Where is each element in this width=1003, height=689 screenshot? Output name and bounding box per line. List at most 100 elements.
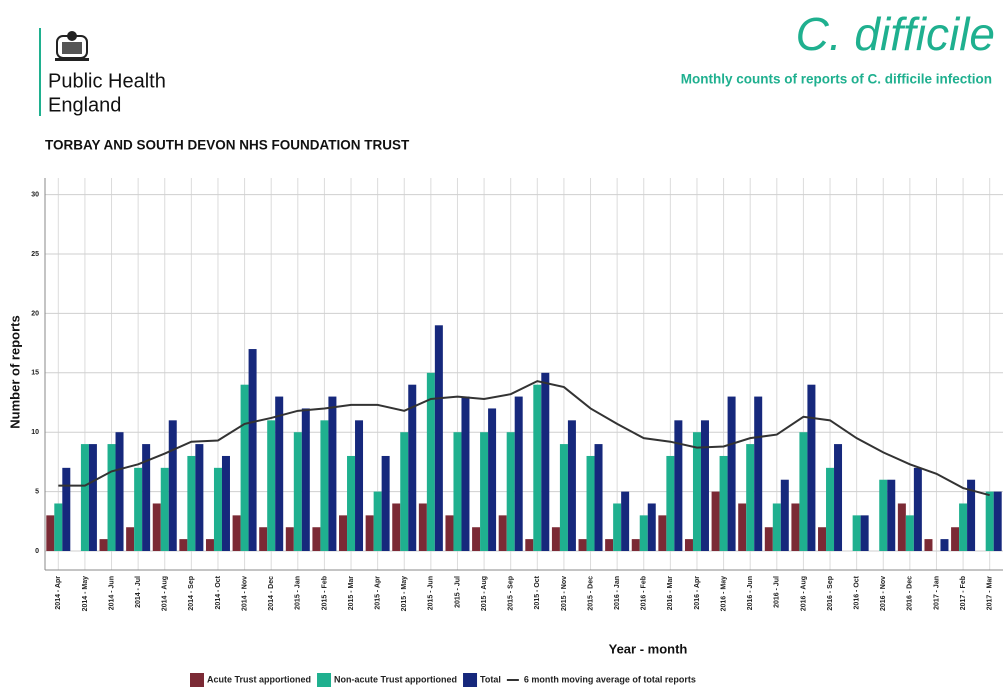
- x-tick-label: 2014 - Aug: [162, 576, 169, 611]
- bar: [951, 527, 960, 551]
- x-tick-label: 2016 - Jul: [774, 576, 781, 608]
- bar: [293, 432, 302, 551]
- x-tick-label: 2014 - Apr: [55, 576, 62, 610]
- bar: [738, 503, 747, 551]
- bar: [472, 527, 481, 551]
- bar: [551, 527, 560, 551]
- legend-swatch: [317, 673, 332, 687]
- bar: [525, 539, 534, 551]
- bar: [959, 503, 968, 551]
- bar: [807, 384, 816, 551]
- y-tick-label: 5: [35, 488, 39, 495]
- x-tick-label: 2015 - May: [401, 576, 408, 612]
- bar: [727, 396, 736, 551]
- x-tick-label: 2015 - Nov: [561, 576, 568, 611]
- x-tick-label: 2016 - Sep: [827, 576, 834, 611]
- bar: [967, 479, 976, 551]
- x-tick-label: 2014 - Jun: [108, 576, 115, 610]
- bar: [506, 432, 515, 551]
- legend-label: Acute Trust apportioned: [207, 674, 311, 684]
- bar: [408, 384, 417, 551]
- x-tick-label: 2016 - Nov: [880, 576, 887, 611]
- bar: [301, 408, 310, 551]
- bar: [312, 527, 321, 551]
- bar: [985, 491, 994, 551]
- bar: [533, 384, 542, 551]
- x-tick-label: 2017 - Feb: [960, 576, 967, 610]
- bar: [453, 432, 462, 551]
- bar: [240, 384, 249, 551]
- legend-label: 6 month moving average of total reports: [524, 674, 696, 684]
- bar: [852, 515, 861, 551]
- bar: [195, 444, 204, 551]
- x-tick-label: 2016 - May: [720, 576, 727, 612]
- x-tick-label: 2015 - Sep: [508, 576, 515, 611]
- x-tick-label: 2015 - Mar: [348, 576, 355, 611]
- y-tick-label: 15: [31, 370, 39, 377]
- bar: [772, 503, 781, 551]
- bar: [834, 444, 843, 551]
- bar: [746, 444, 755, 551]
- chart-title: C. difficile: [796, 8, 995, 60]
- bar: [418, 503, 427, 551]
- bar: [818, 527, 827, 551]
- moving-average-line: [58, 380, 990, 497]
- x-tick-label: 2016 - Dec: [907, 576, 914, 611]
- y-tick-label: 20: [31, 310, 39, 317]
- bar: [339, 515, 348, 551]
- bar: [62, 467, 71, 551]
- x-tick-label: 2015 - Jan: [295, 576, 302, 610]
- x-tick-label: 2014 - Nov: [241, 576, 248, 611]
- plot: [46, 325, 1002, 551]
- y-tick-label: 10: [31, 429, 39, 436]
- bar: [692, 432, 701, 551]
- bar: [754, 396, 763, 551]
- bar: [142, 444, 151, 551]
- x-tick-label: 2016 - Mar: [667, 576, 674, 611]
- x-tick-label: 2017 - Jan: [933, 576, 940, 610]
- x-tick-label: 2015 - Apr: [374, 576, 381, 610]
- bar: [347, 455, 356, 551]
- bar: [674, 420, 683, 551]
- y-tick-label: 30: [31, 191, 39, 198]
- bar: [684, 539, 693, 551]
- legend-swatch: [463, 673, 478, 687]
- legend-label: Non-acute Trust apportioned: [334, 674, 457, 684]
- logo-crest: [55, 31, 89, 61]
- bar: [639, 515, 648, 551]
- bar: [605, 539, 614, 551]
- bar: [160, 467, 169, 551]
- bar: [134, 467, 143, 551]
- x-tick-label: 2014 - Jul: [135, 576, 142, 608]
- bar: [381, 455, 390, 551]
- bar: [631, 539, 640, 551]
- x-tick-label: 2016 - Jun: [747, 576, 754, 610]
- bar: [480, 432, 489, 551]
- bar: [666, 455, 675, 551]
- bar: [107, 444, 116, 551]
- bar: [578, 539, 587, 551]
- x-axis-title: Year - month: [609, 641, 688, 656]
- bar: [355, 420, 364, 551]
- bar: [897, 503, 906, 551]
- bar: [54, 503, 63, 551]
- bar: [445, 515, 454, 551]
- bar: [426, 372, 435, 551]
- bar: [461, 396, 470, 551]
- bar: [88, 444, 97, 551]
- legend-label: Total: [480, 674, 501, 684]
- x-tick-label: 2014 - Dec: [268, 576, 275, 611]
- bar: [267, 420, 276, 551]
- bar: [514, 396, 523, 551]
- bar: [711, 491, 720, 551]
- x-tick-label: 2015 - Jun: [428, 576, 435, 610]
- bar: [887, 479, 896, 551]
- bar: [400, 432, 409, 551]
- bar: [259, 527, 268, 551]
- x-tick-label: 2015 - Feb: [321, 576, 328, 610]
- x-tick-label: 2016 - Apr: [694, 576, 701, 610]
- org-name: England: [48, 94, 121, 116]
- bar: [99, 539, 108, 551]
- bar: [621, 491, 630, 551]
